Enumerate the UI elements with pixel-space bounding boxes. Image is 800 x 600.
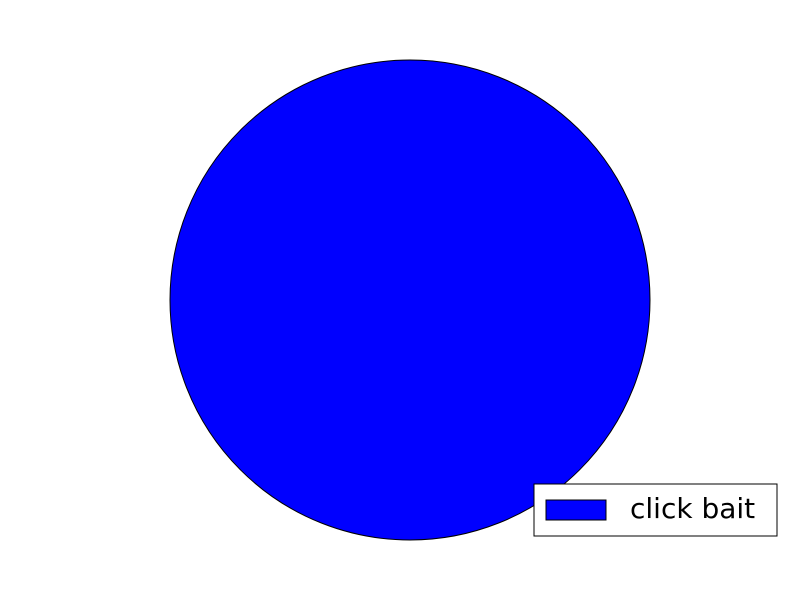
pie-slice: [169, 59, 651, 541]
legend-label: click bait: [630, 492, 755, 525]
legend-swatch: [545, 499, 607, 521]
